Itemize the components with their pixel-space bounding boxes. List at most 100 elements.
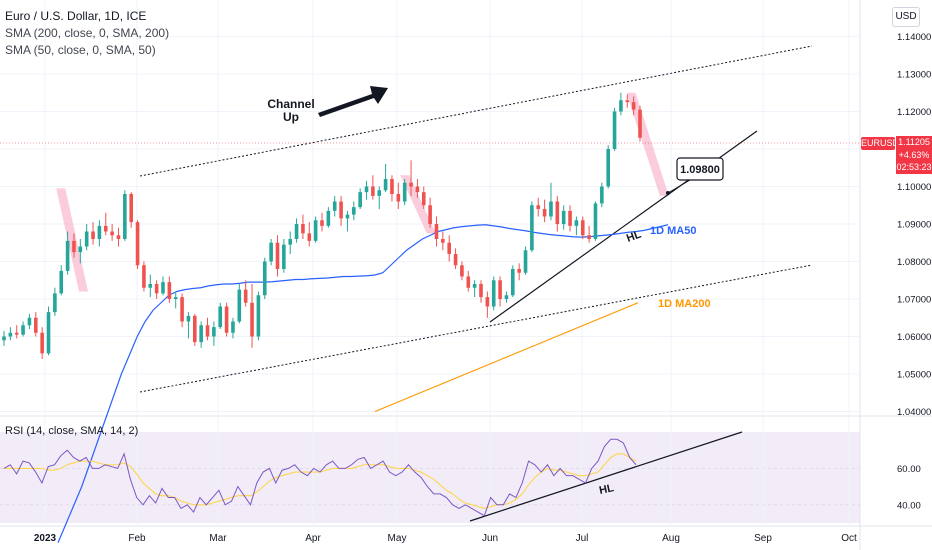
rsi-line (3, 438, 637, 517)
price-tick-label: 1.14000 (897, 32, 931, 43)
moving-averages (57, 224, 669, 543)
candle-body (256, 295, 261, 337)
candles (2, 92, 642, 359)
candle-body (313, 220, 318, 241)
candle-body (205, 325, 210, 337)
candle-body (154, 284, 159, 294)
candle-body (390, 179, 394, 194)
candle-body (549, 201, 553, 217)
candle-body (320, 220, 324, 226)
channel-label-2: Up (283, 110, 299, 124)
candle-body (237, 289, 242, 322)
target-callout: 1.09800 (666, 157, 724, 195)
candle-body (65, 240, 70, 271)
ma50-label: 1D MA50 (650, 225, 696, 237)
candle-body (326, 210, 331, 226)
candle-body (269, 242, 273, 262)
candle-body (40, 332, 44, 354)
ma200-label: 1D MA200 (658, 298, 711, 310)
candle-body (587, 235, 591, 239)
candle-body (97, 225, 102, 239)
candle-body (250, 302, 254, 337)
time-tick-label: May (388, 533, 407, 544)
rsi-lines (3, 438, 637, 517)
candle-body (371, 186, 375, 196)
candle-body (530, 205, 534, 251)
candle-body (358, 192, 362, 208)
time-tick-label: Jul (576, 533, 589, 544)
candle-body (619, 100, 623, 112)
candle-body (536, 205, 541, 209)
last-price-change: +4.63% (898, 149, 930, 160)
grid (0, 0, 860, 526)
candle-body (453, 254, 458, 266)
candle-body (600, 186, 604, 204)
candle-body (517, 269, 521, 273)
candle-body (434, 224, 439, 239)
candle-body (262, 261, 267, 296)
candle-body (224, 306, 229, 333)
candle-body (21, 325, 25, 335)
last-price-value: 1.11205 (898, 137, 930, 147)
rsi-higher-low-trendline (469, 431, 743, 522)
candle-body (161, 282, 165, 294)
rsi-legend[interactable]: RSI (14, close, SMA, 14, 2) (5, 425, 139, 437)
sma50-legend[interactable]: SMA (50, close, 0, SMA, 50) (5, 43, 156, 57)
candle-body (180, 297, 184, 322)
rsi-tick-label: 60.00 (897, 464, 921, 475)
candle-body (345, 214, 350, 219)
candle-body (186, 315, 191, 322)
candle-body (243, 289, 248, 303)
candle-body (415, 186, 420, 193)
price-tick-label: 1.10000 (897, 182, 931, 193)
candle-body (638, 109, 642, 138)
symbol-title[interactable]: Euro / U.S. Dollar, 1D, ICE (5, 9, 147, 23)
candle-body (275, 242, 280, 269)
candle-body (212, 327, 216, 337)
candle-body (542, 209, 547, 217)
sma200-legend[interactable]: SMA (200, close, 0, SMA, 200) (5, 26, 170, 40)
candle-body (523, 250, 528, 273)
sma200-line (374, 302, 639, 413)
price-tick-label: 1.06000 (897, 332, 931, 343)
hl-rsi-label: HL (598, 482, 615, 497)
candle-body (129, 194, 133, 223)
candle-body (409, 182, 413, 187)
time-tick-label: Oct (841, 533, 857, 544)
candle-body (631, 102, 636, 110)
candle-body (46, 312, 51, 354)
candle-body (27, 317, 32, 326)
candle-body (167, 282, 172, 299)
price-tick-label: 1.09000 (897, 220, 931, 231)
time-tick-label: 2023 (34, 533, 57, 544)
candle-body (142, 265, 146, 288)
candle-body (574, 220, 579, 226)
callout-dot (666, 191, 670, 195)
time-tick-label: Sep (754, 533, 772, 544)
candle-body (498, 280, 502, 299)
price-tick-label: 1.12000 (897, 107, 931, 118)
time-tick-label: Mar (209, 533, 227, 544)
candle-body (8, 332, 13, 337)
candle-body (34, 317, 38, 333)
bar-countdown: 02:53:23 (896, 162, 932, 172)
sma50-line (57, 224, 669, 543)
currency-button[interactable]: USD (892, 7, 920, 27)
candle-body (364, 186, 369, 193)
candle-body (580, 220, 585, 236)
candle-body (84, 231, 89, 247)
callout-text: 1.09800 (680, 164, 720, 176)
arrow-icon (318, 86, 388, 117)
hl-price-label: HL (625, 228, 643, 244)
candle-body (511, 269, 515, 296)
candle-body (472, 284, 477, 288)
correction-zone (400, 175, 436, 234)
price-tick-label: 1.05000 (897, 370, 931, 381)
price-tick-label: 1.08000 (897, 257, 931, 268)
candle-body (593, 203, 598, 239)
candle-body (2, 336, 6, 341)
time-tick-label: Jun (482, 533, 498, 544)
candle-body (555, 201, 560, 224)
candle-body (193, 315, 197, 343)
